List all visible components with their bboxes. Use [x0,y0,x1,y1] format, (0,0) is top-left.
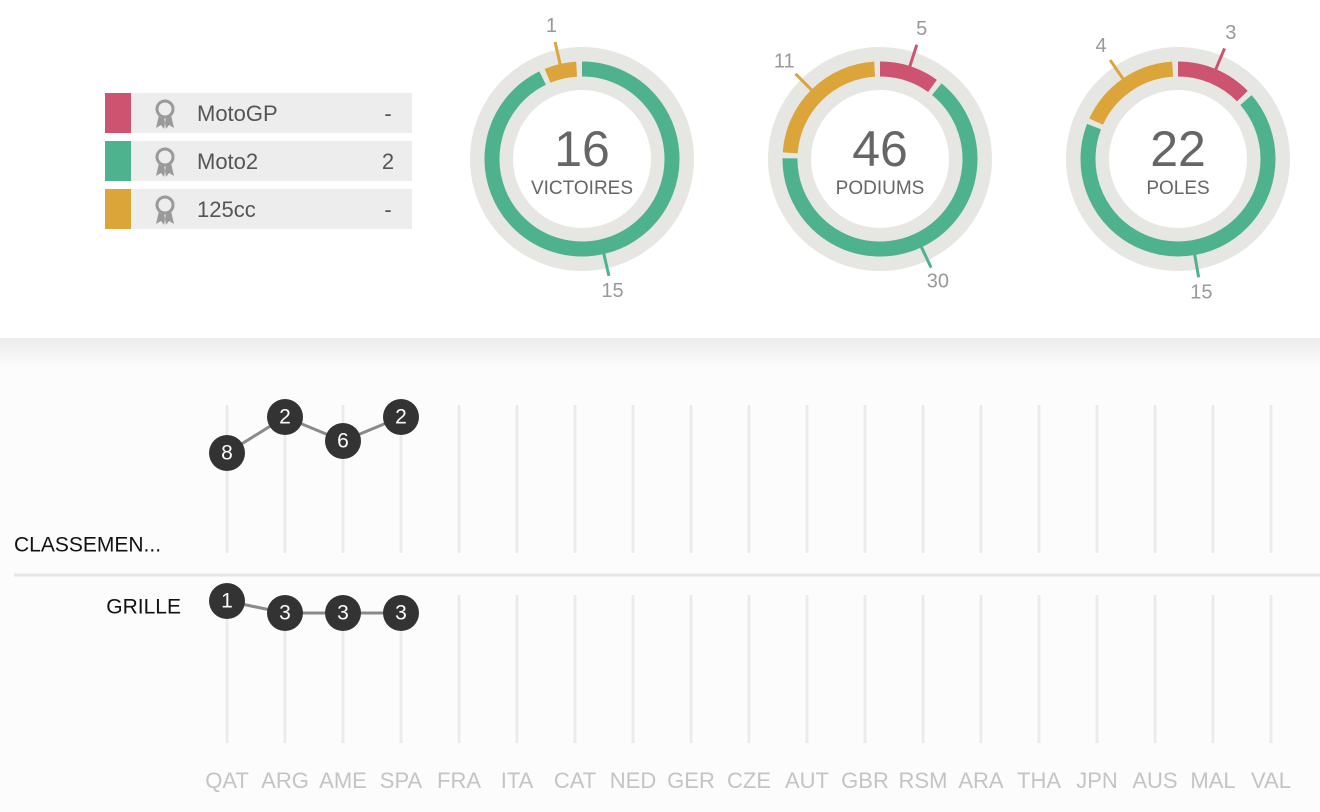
row-label: CLASSEMEN... [14,534,161,557]
legend-row [131,189,412,229]
position-dot [209,583,245,619]
ribbon [156,211,174,225]
donut-total: 46 [852,121,908,177]
position-label: 8 [221,442,233,465]
donut-hole [1109,90,1247,228]
x-tick-label: CAT [554,768,596,793]
medal [155,147,175,167]
position-dot [383,399,419,435]
segment-label: 3 [1225,22,1236,44]
legend-label: MotoGP [197,101,278,126]
x-tick-label: ARG [261,768,309,793]
donut-segment [879,61,937,93]
legend-color [105,93,131,133]
x-tick-label: AUS [1132,768,1177,793]
position-dot [383,595,419,631]
donut-segment [1089,61,1174,125]
legend-value: - [384,101,391,126]
legend-value: - [384,197,391,222]
segment-label: 15 [601,280,623,302]
segment-tick [916,239,933,269]
ribbon [156,163,174,177]
x-tick-label: ITA [501,768,534,793]
position-line [226,415,402,455]
x-tick-label: ARA [958,768,1004,793]
x-tick-label: THA [1017,768,1061,793]
donut-label: VICTOIRES [531,178,633,199]
segment-label: 11 [774,51,795,73]
donut-label: PODIUMS [836,178,925,199]
x-tick-label: NED [610,768,656,793]
x-tick-label: AUT [785,768,829,793]
legend-color [105,189,131,229]
segment-tick [1191,247,1201,278]
donut-segment [1080,95,1276,257]
segment-label: 15 [1190,281,1212,303]
legend-row [131,141,412,181]
shadow [0,338,1320,368]
segment-label: 4 [1096,35,1107,57]
position-line [226,599,401,615]
position-dot [267,595,303,631]
x-tick-label: JPN [1076,768,1118,793]
x-tick-label: AME [319,768,367,793]
segment-tick [1108,59,1129,86]
x-tick-label: SPA [380,768,423,793]
legend-value: 2 [382,149,394,174]
legend-color [105,141,131,181]
segment-tick [553,41,564,72]
position-label: 3 [279,602,291,625]
position-label: 6 [337,430,349,453]
segment-tick [794,72,818,97]
position-label: 2 [395,406,407,429]
position-label: 2 [279,406,291,429]
legend-row [131,93,412,133]
donut-hole [811,90,949,228]
donut-total: 16 [554,121,610,177]
x-tick-label: GER [667,768,715,793]
position-label: 3 [395,602,407,625]
position-dot [325,595,361,631]
segment-label: 1 [546,15,557,37]
x-tick-label: VAL [1251,768,1291,793]
position-dot [209,435,245,471]
medal-icon [155,195,175,225]
legend-label: 125cc [197,197,256,222]
segment-tick [1211,47,1226,77]
legend-label: Moto2 [197,149,258,174]
x-tick-label: MAL [1190,768,1235,793]
position-dot [325,423,361,459]
segment-tick [600,246,611,277]
donut-segment [782,61,876,154]
medal-icon [155,147,175,177]
position-dot [267,399,303,435]
donut-hole [513,90,651,228]
row-label: GRILLE [106,596,181,619]
ribbon [156,115,174,129]
donut-segment [1177,61,1248,102]
medal [155,195,175,215]
x-tick-label: QAT [205,768,249,793]
segment-label: 30 [927,270,949,292]
medal [155,99,175,119]
donut-total: 22 [1150,121,1206,177]
segment-label: 5 [916,18,927,40]
position-label: 1 [221,590,233,613]
segment-tick [906,44,919,74]
medal-icon [155,99,175,129]
donut-label: POLES [1146,178,1209,199]
x-tick-label: GBR [841,768,889,793]
donut-segment [484,61,680,257]
x-tick-label: CZE [727,768,771,793]
donut-segment [782,83,978,257]
x-tick-label: RSM [899,768,948,793]
position-label: 3 [337,602,349,625]
x-tick-label: FRA [437,768,481,793]
